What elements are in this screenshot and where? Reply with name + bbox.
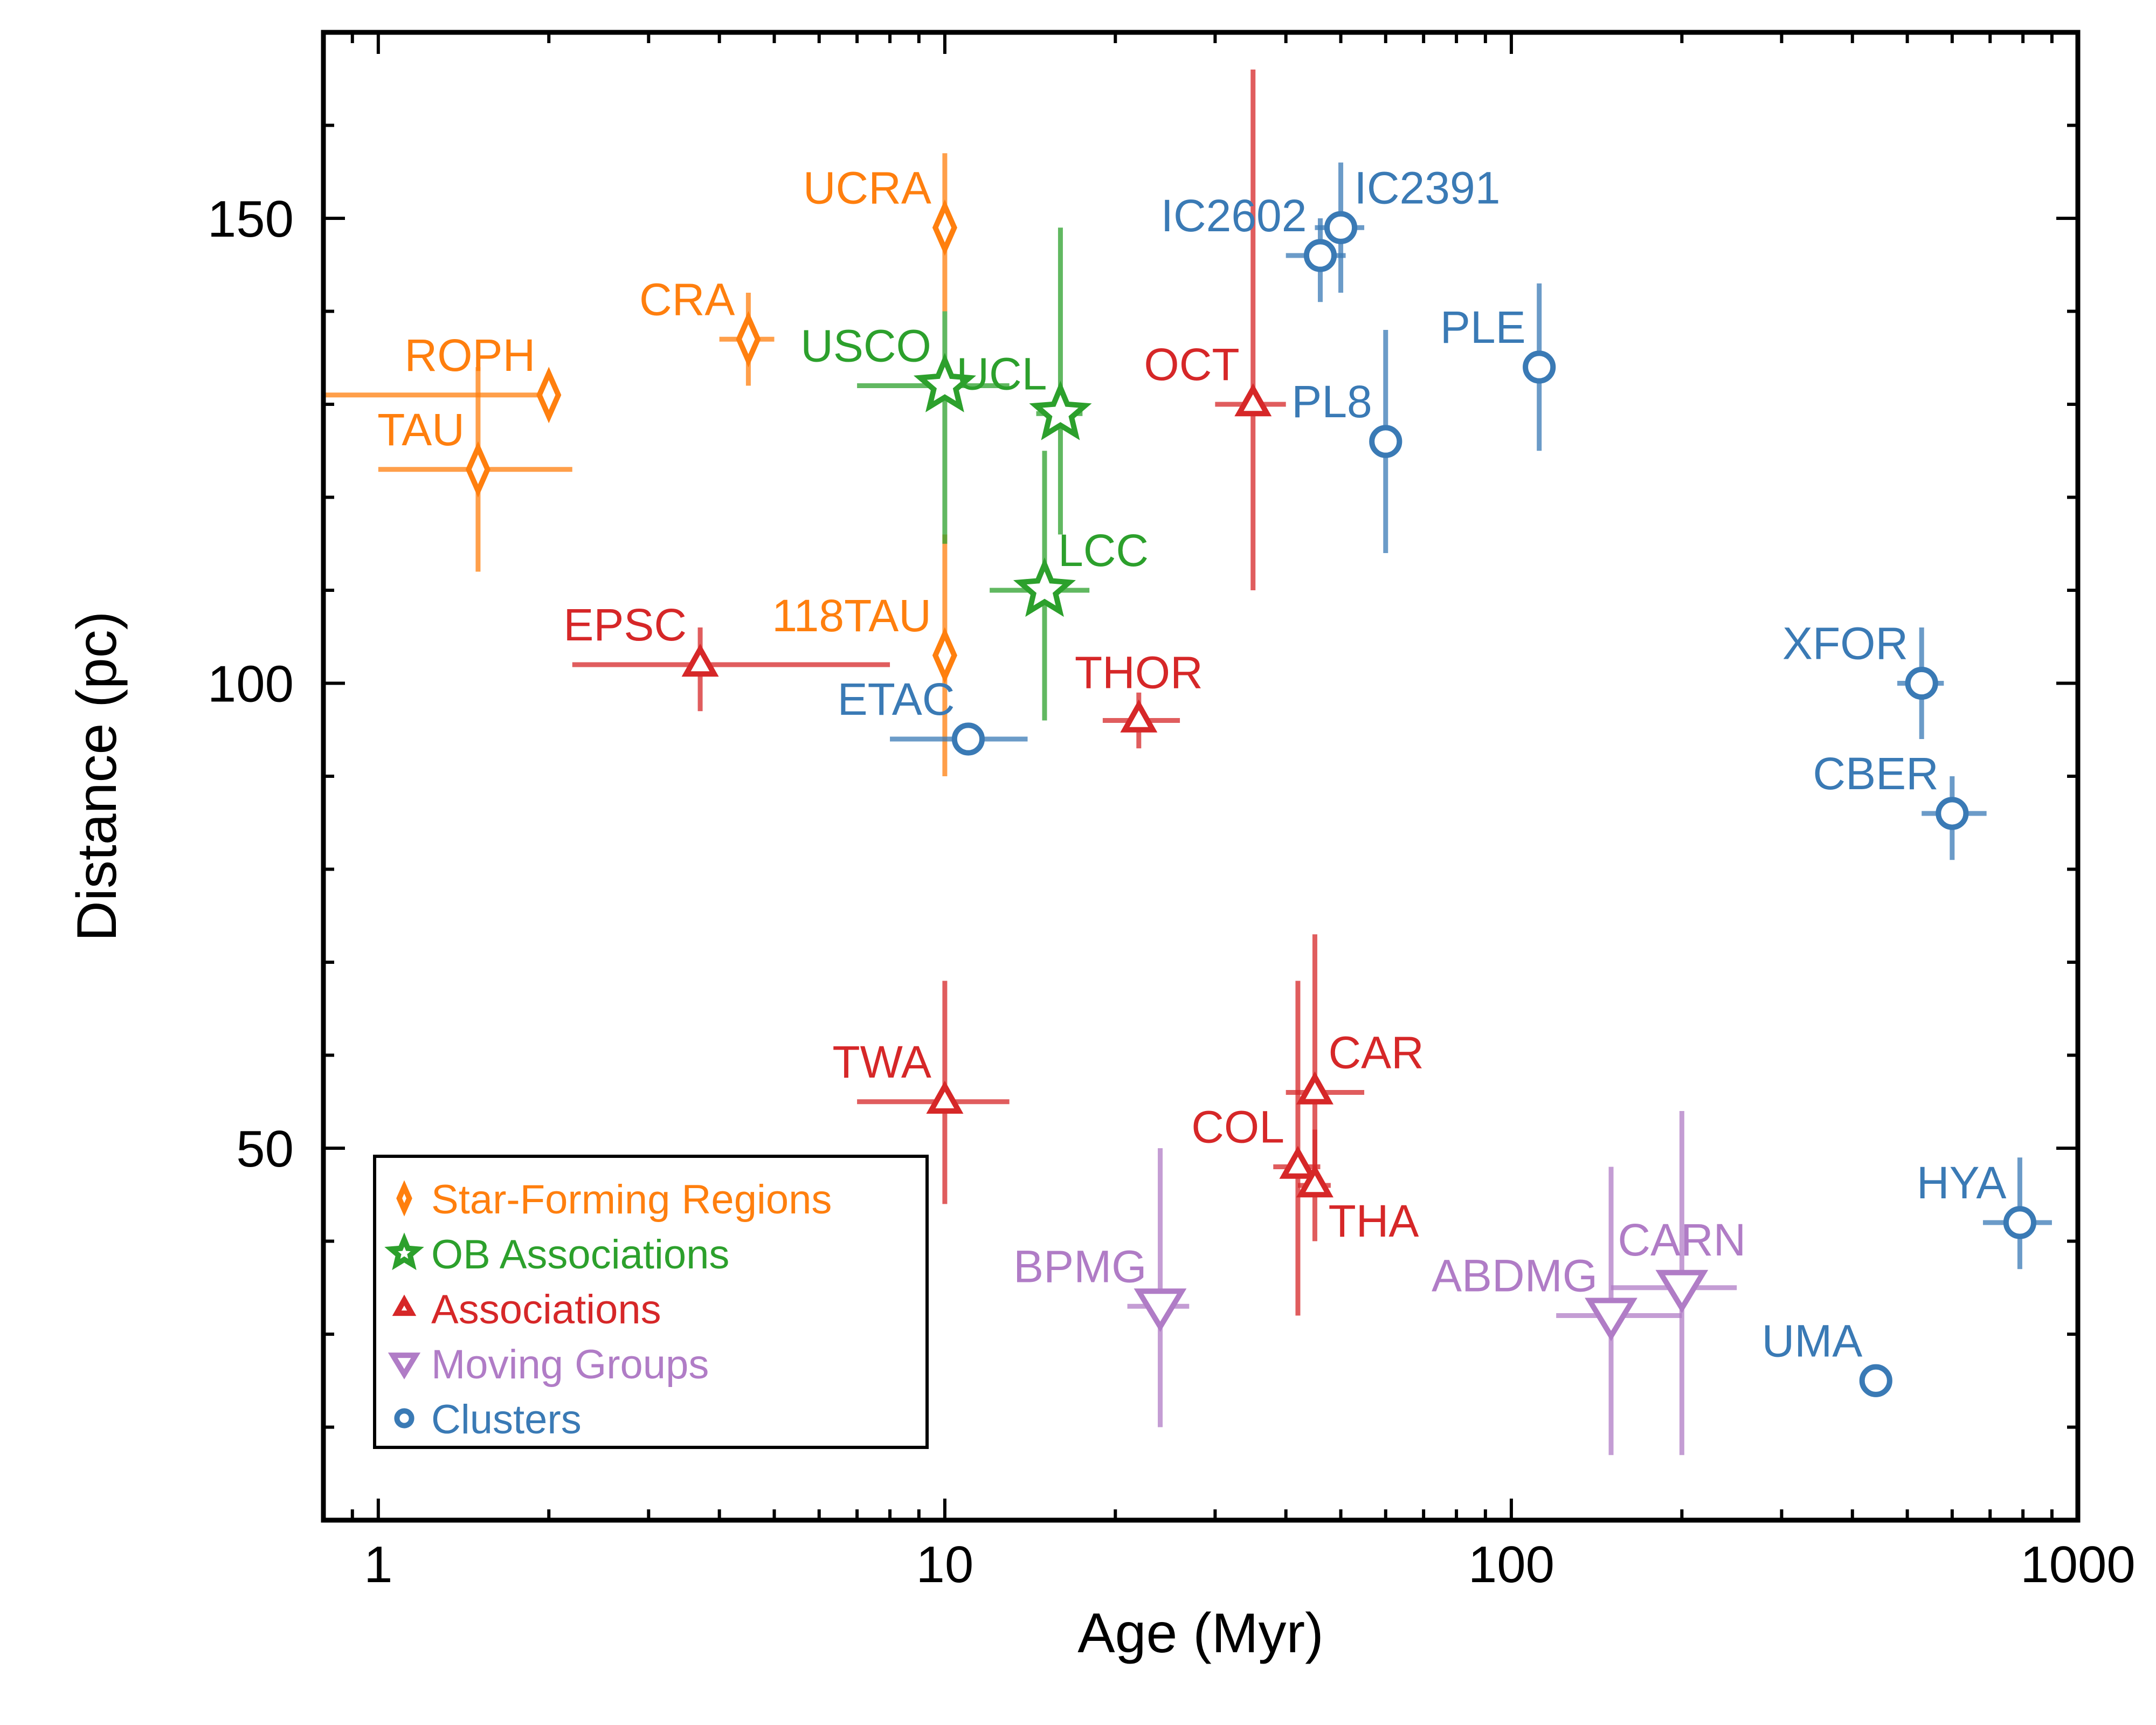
- marker-oct: [1234, 383, 1272, 417]
- x-tick-label: 1000: [2020, 1536, 2136, 1593]
- legend-box: [373, 1155, 929, 1449]
- marker-xfor: [1905, 666, 1938, 700]
- point-label-ucl: UCL: [956, 348, 1047, 399]
- marker-epsc: [681, 644, 719, 677]
- point-label-cber: CBER: [1813, 748, 1938, 799]
- marker-ple: [1523, 350, 1556, 384]
- marker-tha: [1296, 1164, 1333, 1198]
- legend-marker-triangle-up: [392, 1294, 417, 1316]
- point-label-usco: USCO: [800, 321, 931, 371]
- marker-lcc: [1013, 557, 1076, 617]
- y-tick-label: 50: [236, 1120, 294, 1178]
- point-label-car: CAR: [1328, 1027, 1423, 1078]
- point-label-ucra: UCRA: [803, 162, 931, 213]
- point-label-ple: PLE: [1440, 302, 1526, 353]
- point-label-hya: HYA: [1917, 1157, 2006, 1208]
- legend-marker-triangle-down: [388, 1353, 421, 1379]
- marker-hya: [2003, 1206, 2037, 1239]
- point-label-col: COL: [1191, 1102, 1284, 1153]
- marker-tau: [465, 441, 490, 498]
- point-label-oct: OCT: [1144, 339, 1239, 390]
- point-label-uma: UMA: [1762, 1315, 1863, 1366]
- legend-entry: Star-Forming Regions: [431, 1177, 832, 1223]
- marker-twa: [926, 1080, 964, 1114]
- legend-marker-circle: [394, 1408, 414, 1429]
- legend-marker-star: [384, 1232, 424, 1271]
- axes-layer: 1 10 100 1000 50 100 150 Age (Myr) Distance (pc): [66, 30, 2136, 1665]
- marker-etac: [951, 722, 985, 756]
- marker-ic2602: [1303, 239, 1337, 272]
- legend-marker-diamond: [396, 1180, 412, 1217]
- marker-carn: [1655, 1269, 1709, 1314]
- marker-thor: [1120, 699, 1158, 733]
- point-label-xfor: XFOR: [1782, 618, 1908, 669]
- marker-cber: [1936, 797, 1969, 830]
- point-label-pl8: PL8: [1291, 376, 1372, 427]
- x-tick-label: 1: [364, 1536, 392, 1593]
- point-label-epsc: EPSC: [563, 599, 687, 650]
- marker-ic2391: [1324, 211, 1358, 244]
- point-label-twa: TWA: [832, 1037, 931, 1087]
- point-labels-layer: ROPH TAU CRA UCRA 118TAU USCO UCL LCC EPSC THOR OC…: [377, 162, 2006, 1366]
- marker-roph: [536, 367, 562, 424]
- legend-entry: Clusters: [431, 1397, 582, 1443]
- x-axis-title: Age (Myr): [1077, 1602, 1323, 1665]
- point-label-etac: ETAC: [838, 674, 955, 724]
- marker-cra: [736, 310, 761, 368]
- marker-118tau: [932, 627, 957, 684]
- point-label-cra: CRA: [639, 274, 735, 325]
- marker-pl8: [1369, 425, 1402, 458]
- marker-abdmg: [1585, 1298, 1637, 1342]
- marker-usco: [913, 353, 976, 412]
- point-label-118tau: 118TAU: [772, 590, 931, 641]
- y-axis-title: Distance (pc): [66, 611, 128, 942]
- legend: Star-Forming Regions OB Associations Assoc…: [373, 1155, 929, 1449]
- point-label-abdmg: ABDMG: [1432, 1251, 1598, 1301]
- marker-uma: [1859, 1364, 1892, 1397]
- point-label-roph: ROPH: [405, 330, 536, 381]
- x-tick-label: 10: [916, 1536, 974, 1593]
- point-label-ic2391: IC2391: [1355, 162, 1501, 213]
- y-tick-label: 150: [208, 190, 294, 248]
- point-label-thor: THOR: [1075, 647, 1203, 698]
- point-label-lcc: LCC: [1058, 525, 1149, 576]
- legend-entry: OB Associations: [431, 1232, 729, 1278]
- point-label-tau: TAU: [377, 404, 465, 455]
- marker-ucl: [1029, 381, 1092, 440]
- point-label-tha: THA: [1328, 1196, 1419, 1246]
- marker-ucra: [932, 199, 957, 256]
- x-tick-label: 100: [1468, 1536, 1554, 1593]
- legend-entry: Moving Groups: [431, 1342, 709, 1388]
- marker-col: [1279, 1146, 1317, 1179]
- marker-car: [1296, 1071, 1333, 1105]
- legend-entry: Associations: [431, 1287, 661, 1333]
- marker-bpmg: [1134, 1288, 1187, 1332]
- markers-layer: [465, 199, 2037, 1397]
- point-label-carn: CARN: [1618, 1215, 1746, 1265]
- y-tick-label: 100: [208, 656, 294, 713]
- point-label-ic2602: IC2602: [1161, 190, 1307, 241]
- point-label-bpmg: BPMG: [1013, 1241, 1146, 1292]
